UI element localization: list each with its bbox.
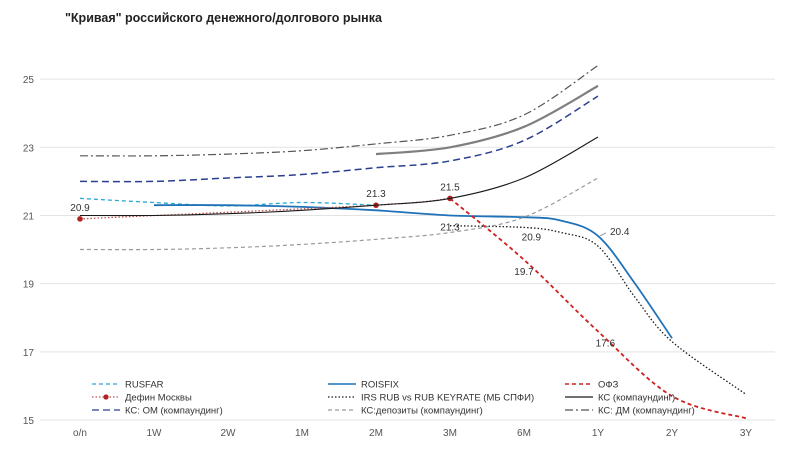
data-label: 21.5 — [440, 182, 460, 193]
x-tick-label: 6M — [517, 428, 531, 439]
series-line — [79, 65, 599, 157]
data-label: 20.9 — [70, 203, 90, 214]
legend: RUSFAR ROISFIX ОФЗ Дефин Москвы IRS RUB vs R… — [92, 380, 695, 417]
x-axis: o/n 1W 2W 1M 2M 3M 6M 1Y 2Y 3Y — [73, 428, 752, 439]
series-line — [79, 136, 599, 217]
x-tick-label: 2W — [221, 428, 237, 439]
legend-label: КС: ДМ (компаундинг) — [598, 406, 695, 417]
data-labels: 20.9 21.3 21.5 21.3 20.9 20.4 19.7 17.6 — [70, 182, 630, 349]
x-tick-label: 1M — [295, 428, 309, 439]
series-line — [449, 197, 747, 420]
series-line — [375, 84, 599, 156]
series-line — [153, 204, 673, 339]
legend-label: ROISFIX — [361, 380, 400, 391]
y-tick-label: 15 — [23, 416, 35, 427]
data-label: 20.4 — [610, 227, 630, 238]
legend-label: ОФЗ — [598, 380, 619, 391]
data-label: 17.6 — [596, 338, 616, 349]
legend-label: КС: ОМ (компаундинг) — [125, 406, 223, 417]
series-group — [77, 65, 747, 420]
legend-label: RUSFAR — [125, 380, 164, 391]
data-label: 21.3 — [440, 222, 460, 233]
legend-label: КС (компаундинг) — [598, 393, 675, 404]
x-tick-label: 3M — [443, 428, 457, 439]
y-tick-label: 23 — [23, 143, 35, 154]
x-tick-label: 3Y — [740, 428, 753, 439]
y-tick-label: 25 — [23, 75, 35, 86]
x-tick-label: 1W — [147, 428, 163, 439]
x-tick-label: 2Y — [666, 428, 679, 439]
data-label: 21.3 — [366, 189, 386, 200]
series-line — [449, 225, 747, 395]
x-tick-label: 2M — [369, 428, 383, 439]
series-line — [79, 177, 599, 251]
legend-marker — [103, 394, 109, 400]
label-leader — [599, 232, 607, 237]
legend-label: IRS RUB vs RUB KEYRATE (МБ СПФИ) — [361, 393, 534, 404]
chart-title: "Кривая" российского денежного/долгового… — [65, 11, 383, 25]
y-axis: 15 17 19 21 23 25 — [23, 75, 35, 427]
x-tick-label: o/n — [73, 428, 87, 439]
x-tick-label: 1Y — [592, 428, 605, 439]
data-label: 19.7 — [514, 267, 534, 278]
y-tick-label: 17 — [23, 348, 35, 359]
y-tick-label: 19 — [23, 280, 35, 291]
series-point — [77, 216, 83, 222]
legend-label: Дефин Москвы — [125, 393, 192, 404]
legend-label: КС:депозиты (компаундинг) — [361, 406, 483, 417]
y-tick-label: 21 — [23, 211, 35, 222]
data-label: 20.9 — [522, 233, 542, 244]
series-line — [79, 95, 599, 183]
